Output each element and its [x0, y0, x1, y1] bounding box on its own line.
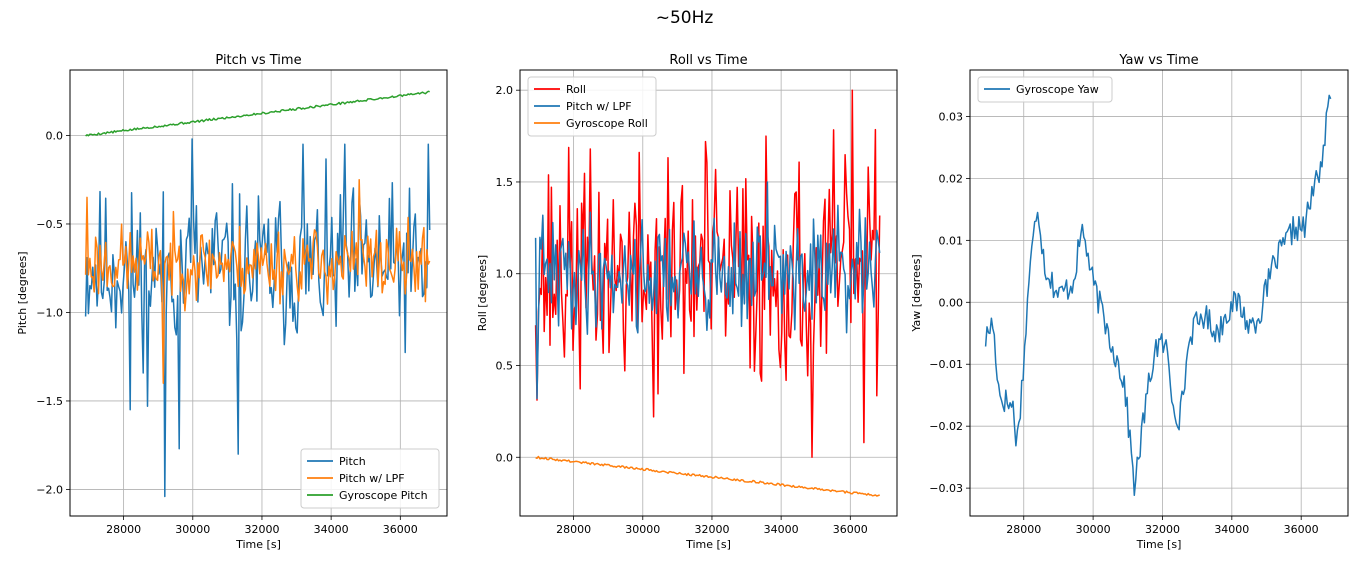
y-tick-label: −0.01: [929, 358, 963, 371]
x-tick-label: 36000: [1284, 523, 1319, 536]
legend-label: Gyroscope Pitch: [339, 489, 428, 502]
legend-label: Gyroscope Roll: [566, 117, 648, 130]
series-line-gyroscope-yaw: [984, 94, 1332, 497]
yaw-plot: 28000 30000 32000 34000 36000 0.03 0.02 0.01 0.0…: [910, 53, 1349, 551]
legend: Gyroscope Yaw: [977, 76, 1113, 103]
plot-title: Roll vs Time: [669, 53, 747, 68]
y-tick-label: 1.0: [496, 268, 514, 281]
x-tick-label: 28000: [556, 523, 591, 536]
x-tick-label: 34000: [764, 523, 799, 536]
legend: Pitch Pitch w/ LPF Gyroscope Pitch: [300, 448, 440, 509]
legend-label: Pitch w/ LPF: [566, 100, 632, 113]
series-line-gyroscope-pitch: [85, 90, 430, 137]
x-tick-label: 32000: [694, 523, 729, 536]
figure-suptitle: ~50Hz: [655, 8, 714, 28]
y-tick-label: 0.0: [496, 451, 514, 464]
series-line-roll: [534, 89, 881, 459]
x-tick-label: 36000: [833, 523, 868, 536]
x-tick-label: 34000: [314, 523, 349, 536]
legend-box: [527, 76, 657, 137]
x-tick-label: 30000: [625, 523, 660, 536]
y-axis-label: Yaw [degrees]: [910, 254, 923, 332]
roll-plot: 28000 30000 32000 34000 36000 0.0 0.5 1.0 1.5 2.0…: [476, 53, 898, 551]
x-tick-label: 30000: [1076, 523, 1111, 536]
y-tick-label: 2.0: [496, 84, 514, 97]
legend: Roll Pitch w/ LPF Gyroscope Roll: [527, 76, 657, 137]
legend-label: Roll: [566, 83, 586, 96]
y-tick-label: −2.0: [36, 483, 63, 496]
series-line-pitch-w-lpf: [84, 178, 431, 385]
y-tick-label: 1.5: [496, 176, 514, 189]
series-line-pitch-w-lpf: [534, 181, 881, 400]
x-tick-label: 32000: [1145, 523, 1180, 536]
plot-frame: [69, 69, 448, 517]
series-group: [984, 94, 1332, 497]
x-tick-label: 28000: [106, 523, 141, 536]
plot-title: Pitch vs Time: [215, 53, 301, 68]
x-tick-label: 34000: [1214, 523, 1249, 536]
y-tick-label: −1.5: [36, 395, 63, 408]
y-tick-label: 0.02: [939, 172, 964, 185]
series-group: [84, 90, 431, 498]
series-group: [534, 89, 881, 497]
x-axis-label: Time [s]: [1136, 538, 1182, 551]
y-tick-label: 0.5: [496, 359, 514, 372]
legend-label: Pitch: [339, 455, 366, 468]
y-tick-label: 0.00: [939, 296, 964, 309]
y-tick-label: 0.0: [46, 129, 64, 142]
legend-label: Pitch w/ LPF: [339, 472, 405, 485]
series-line-pitch: [84, 138, 431, 498]
y-tick-label: −0.03: [929, 482, 963, 495]
x-tick-label: 30000: [175, 523, 210, 536]
legend-label: Gyroscope Yaw: [1016, 83, 1099, 96]
y-tick-label: −0.02: [929, 420, 963, 433]
y-axis-label: Roll [degrees]: [476, 255, 489, 331]
legend-box: [300, 448, 440, 509]
pitch-plot: 28000 30000 32000 34000 36000 0.0 −0.5 −1.0 −1.5…: [16, 53, 448, 551]
x-tick-label: 36000: [383, 523, 418, 536]
x-axis-label: Time [s]: [685, 538, 731, 551]
plot-title: Yaw vs Time: [1118, 53, 1198, 68]
legend-box: [977, 76, 1113, 103]
x-axis-label: Time [s]: [235, 538, 281, 551]
y-axis-label: Pitch [degrees]: [16, 251, 29, 334]
y-tick-label: −0.5: [36, 218, 63, 231]
plot-frame: [969, 69, 1349, 517]
plot-frame: [519, 69, 898, 517]
x-tick-label: 28000: [1006, 523, 1041, 536]
series-line-gyroscope-roll: [535, 455, 880, 497]
grid-lines: [970, 70, 1348, 516]
x-tick-label: 32000: [244, 523, 279, 536]
y-tick-label: 0.01: [939, 234, 964, 247]
y-tick-label: 0.03: [939, 110, 964, 123]
y-tick-label: −1.0: [36, 306, 63, 319]
